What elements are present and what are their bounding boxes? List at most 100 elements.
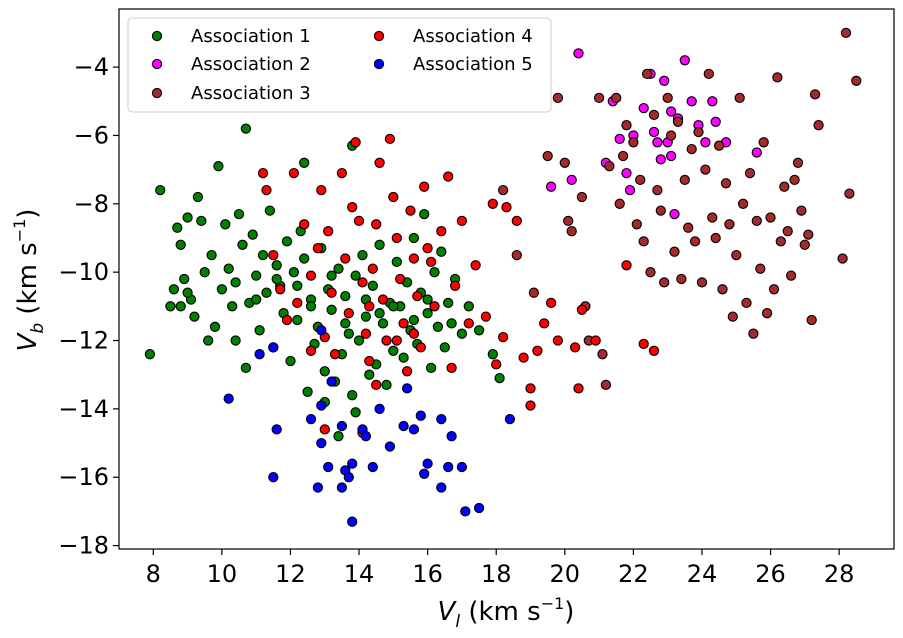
point-series-3-64 [779, 181, 790, 192]
point-series-1-4 [172, 222, 183, 233]
point-series-4-4 [275, 284, 286, 295]
point-series-4-55 [511, 215, 522, 227]
point-series-4-3 [268, 249, 279, 261]
point-series-2-14 [659, 75, 670, 86]
point-series-3-2 [511, 249, 522, 261]
point-series-4-68 [525, 400, 536, 411]
point-series-4-8 [299, 219, 310, 230]
point-series-4-76 [391, 335, 402, 346]
x-tick-label: 8 [146, 560, 161, 588]
point-series-1-96 [182, 287, 193, 298]
point-series-2-13 [655, 154, 666, 165]
point-series-3-26 [648, 109, 660, 121]
point-series-5-4 [271, 424, 282, 435]
point-series-3-9 [576, 191, 588, 203]
point-series-1-40 [288, 267, 300, 278]
point-series-1-72 [391, 256, 402, 268]
point-series-4-32 [391, 232, 402, 244]
point-series-5-32 [446, 431, 457, 442]
point-series-3-23 [638, 236, 649, 247]
point-series-1-23 [233, 208, 245, 220]
point-series-4-52 [491, 359, 502, 370]
point-series-1-85 [436, 246, 447, 257]
point-series-4-63 [576, 304, 588, 315]
point-series-5-36 [473, 502, 485, 514]
point-series-1-2 [144, 349, 156, 360]
point-series-4-14 [326, 287, 337, 298]
point-series-1-88 [446, 318, 457, 329]
point-series-3-49 [727, 311, 738, 322]
point-series-5-1 [223, 393, 234, 404]
point-series-3-31 [665, 130, 677, 141]
point-series-3-19 [621, 120, 632, 131]
x-tick-label: 24 [687, 560, 718, 588]
point-series-3-5 [552, 92, 564, 104]
point-series-4-30 [384, 133, 396, 145]
point-series-3-28 [655, 205, 666, 216]
y-tick-label: −12 [58, 327, 109, 355]
x-tick-label: 14 [344, 560, 375, 588]
point-series-3-25 [645, 267, 656, 278]
point-series-4-45 [446, 362, 457, 374]
point-series-3-33 [672, 116, 684, 127]
point-series-4-43 [436, 226, 447, 237]
point-series-1-27 [240, 123, 252, 134]
x-tick-label: 20 [550, 560, 581, 588]
point-series-3-12 [593, 92, 605, 104]
point-series-1-6 [179, 273, 190, 285]
point-series-4-48 [463, 318, 474, 329]
point-series-3-54 [744, 167, 756, 179]
point-series-3-8 [566, 226, 577, 237]
point-series-3-1 [497, 184, 509, 196]
point-series-1-65 [367, 280, 378, 291]
point-series-4-56 [518, 352, 529, 363]
point-series-3-29 [659, 277, 670, 288]
point-series-1-111 [350, 407, 361, 418]
point-series-1-98 [251, 294, 262, 305]
point-series-4-64 [590, 335, 601, 346]
series-3 [497, 27, 862, 391]
point-series-4-20 [350, 137, 361, 148]
y-tick-label: −8 [74, 190, 109, 218]
point-series-4-25 [367, 263, 378, 274]
point-series-4-42 [429, 301, 440, 312]
point-series-1-20 [223, 263, 234, 274]
point-series-1-25 [240, 362, 252, 374]
point-series-5-26 [408, 424, 420, 435]
point-series-3-21 [631, 219, 642, 230]
point-series-5-33 [443, 461, 454, 473]
points-layer [144, 27, 862, 527]
point-series-2-23 [710, 116, 721, 127]
point-series-4-35 [401, 366, 413, 377]
point-series-1-39 [285, 355, 296, 367]
point-series-5-6 [305, 413, 317, 425]
point-series-3-52 [737, 198, 749, 209]
point-series-4-2 [261, 184, 272, 196]
point-series-4-16 [336, 167, 348, 179]
point-series-4-9 [305, 270, 317, 281]
point-series-4-7 [292, 297, 303, 309]
point-series-1-28 [247, 229, 258, 240]
point-series-3-51 [734, 92, 745, 104]
point-series-3-24 [641, 68, 653, 80]
point-series-5-3 [268, 342, 279, 353]
legend-label-3: Association 3 [191, 83, 311, 104]
point-series-1-21 [227, 301, 238, 312]
point-series-3-60 [765, 212, 776, 223]
point-series-4-33 [395, 273, 406, 285]
legend-marker-3 [151, 87, 163, 99]
point-series-5-13 [336, 420, 348, 432]
point-series-4-60 [545, 297, 557, 309]
point-series-2-6 [614, 133, 625, 145]
point-series-4-77 [371, 379, 382, 391]
legend-label-2: Association 2 [191, 54, 311, 75]
point-series-2-9 [638, 102, 649, 114]
point-series-5-30 [436, 482, 447, 493]
legend-marker-2 [151, 58, 163, 70]
point-series-3-20 [628, 137, 639, 148]
point-series-4-70 [319, 424, 330, 435]
point-series-3-13 [597, 349, 608, 360]
point-series-5-37 [504, 413, 516, 425]
point-series-4-19 [347, 202, 358, 213]
